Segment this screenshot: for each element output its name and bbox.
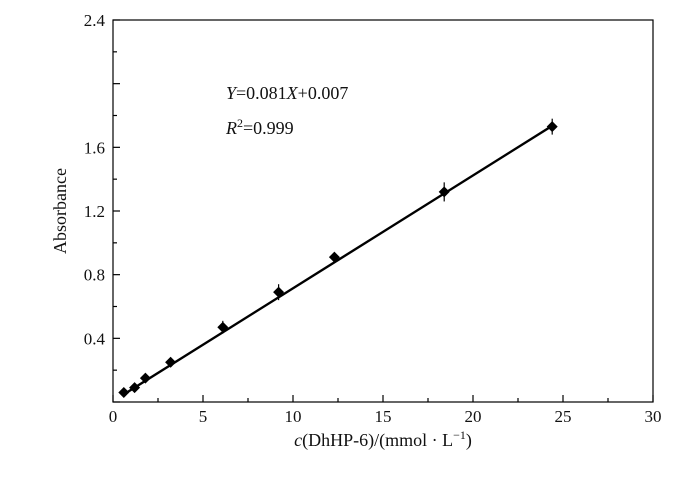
eq-coef: =0.081 <box>236 83 287 103</box>
x-tick-label: 5 <box>199 407 208 426</box>
x-axis-title-sup: −1 <box>453 428 466 442</box>
fit-equation: Y=0.081X+0.007 <box>226 83 348 103</box>
eq-y: Y <box>226 83 238 103</box>
x-axis-title-text: (DhHP-6)/(mmol · L <box>302 430 453 451</box>
data-point <box>118 386 130 398</box>
fit-line <box>123 123 555 396</box>
eq-x: X <box>286 83 299 103</box>
y-tick-label: 1.6 <box>84 138 105 157</box>
y-tick-label: 0.4 <box>84 329 106 348</box>
data-point <box>273 286 285 298</box>
x-tick-label: 0 <box>109 407 118 426</box>
data-point <box>217 321 229 333</box>
x-tick-label: 20 <box>465 407 482 426</box>
y-tick-label: 1.2 <box>84 202 105 221</box>
data-point <box>438 186 450 198</box>
r2-r: R <box>225 118 237 138</box>
y-axis-title: Absorbance <box>50 168 70 254</box>
r2-sup: 2 <box>237 116 243 130</box>
x-tick-label: 25 <box>555 407 572 426</box>
data-point <box>139 372 151 384</box>
x-tick-label: 15 <box>375 407 392 426</box>
x-axis-title: c(DhHP-6)/(mmol · L−1) <box>294 428 472 451</box>
r2-rest: =0.999 <box>243 118 294 138</box>
data-points <box>118 118 558 398</box>
plot-frame <box>112 19 654 403</box>
x-tick-label: 30 <box>645 407 662 426</box>
x-axis-title-tail: ) <box>466 430 472 451</box>
x-tick-label: 10 <box>285 407 302 426</box>
data-point <box>165 356 177 368</box>
x-axis-title-italic: c <box>294 430 302 450</box>
tick-labels: 0 5 10 15 20 25 30 0.4 0.8 1.2 1.6 2.4 <box>84 11 662 426</box>
y-tick-label: 2.4 <box>84 11 106 30</box>
r-squared: R2=0.999 <box>225 116 294 138</box>
data-point <box>129 382 141 394</box>
y-tick-label: 0.8 <box>84 266 105 285</box>
fit-line-group <box>123 123 555 396</box>
axis-ticks <box>112 19 654 403</box>
eq-rest: +0.007 <box>298 83 349 103</box>
data-point <box>328 251 340 263</box>
data-point <box>546 121 558 133</box>
